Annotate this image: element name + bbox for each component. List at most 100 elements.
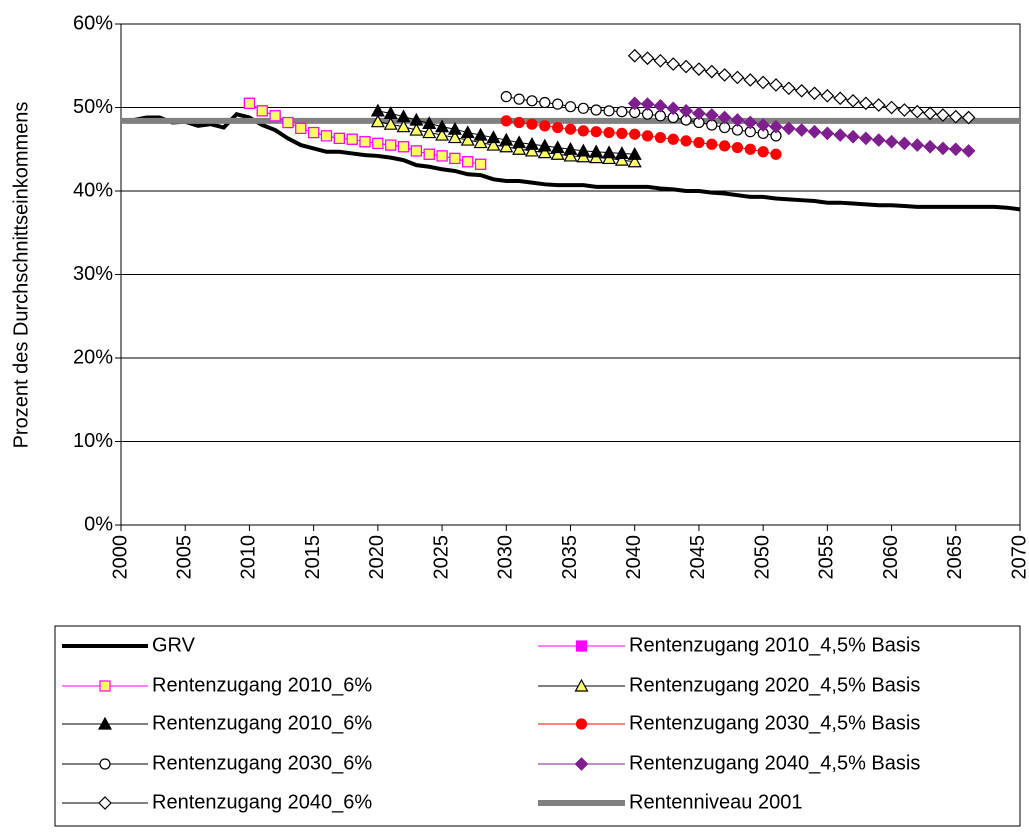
point xyxy=(577,102,589,114)
point xyxy=(563,141,578,155)
point xyxy=(743,73,758,87)
point xyxy=(500,91,512,103)
point xyxy=(833,91,848,106)
y-tick-label: 40% xyxy=(73,179,113,201)
point xyxy=(730,113,745,127)
point xyxy=(666,101,681,116)
x-tick-label: 2065 xyxy=(944,535,966,580)
point xyxy=(614,152,629,166)
point xyxy=(781,81,796,96)
point xyxy=(524,143,539,157)
legend-label: Rentenzugang 2030_6% xyxy=(152,752,372,774)
point xyxy=(282,116,294,129)
point xyxy=(397,141,410,153)
point xyxy=(667,133,679,145)
point xyxy=(666,57,681,71)
point xyxy=(589,144,604,158)
y-tick-label: 60% xyxy=(73,12,113,34)
legend-label: Rentenzugang 2010_6% xyxy=(152,674,372,696)
point xyxy=(756,75,770,90)
point xyxy=(447,121,462,135)
point xyxy=(537,138,552,152)
point xyxy=(897,103,912,117)
point xyxy=(717,68,732,82)
point xyxy=(383,116,398,130)
point xyxy=(640,97,655,112)
y-tick-label: 20% xyxy=(73,346,113,368)
point xyxy=(473,127,488,141)
y-tick-label: 0% xyxy=(84,513,113,535)
point xyxy=(564,123,577,135)
point xyxy=(243,97,256,109)
point xyxy=(550,147,565,160)
point xyxy=(486,130,501,144)
y-tick-label: 50% xyxy=(73,96,113,118)
point xyxy=(641,130,654,142)
point xyxy=(961,144,976,158)
point xyxy=(422,125,437,139)
legend-label: Rentenzugang 2010_4,5% Basis xyxy=(629,634,920,656)
y-axis-label: Prozent des Durchschnittseinkommens xyxy=(10,102,32,449)
point xyxy=(679,59,693,74)
legend-label: Rentenzugang 2030_4,5% Basis xyxy=(629,712,920,734)
legend-label: Rentenzugang 2040_6% xyxy=(152,791,372,813)
point xyxy=(410,145,422,157)
point xyxy=(423,148,435,160)
point xyxy=(614,146,629,160)
point xyxy=(602,145,617,159)
point xyxy=(576,143,591,157)
point xyxy=(577,125,589,137)
point xyxy=(436,150,448,162)
legend-marker xyxy=(97,716,113,730)
legend-marker xyxy=(98,796,112,810)
point xyxy=(603,126,615,139)
point xyxy=(435,127,450,141)
legend-label: Rentenzugang 2020_4,5% Basis xyxy=(629,674,920,696)
point xyxy=(936,141,950,156)
point xyxy=(512,135,527,149)
point xyxy=(512,141,527,155)
point xyxy=(923,139,937,154)
point xyxy=(627,48,642,63)
x-tick-label: 2025 xyxy=(430,535,452,580)
point xyxy=(680,135,692,147)
legend-label: Rentenzugang 2010_6% xyxy=(152,712,372,734)
y-tick-label: 10% xyxy=(73,430,113,452)
x-tick-label: 2010 xyxy=(238,535,260,580)
point xyxy=(884,134,899,149)
point xyxy=(629,128,641,140)
point xyxy=(603,105,615,117)
point xyxy=(409,122,424,136)
point xyxy=(627,154,642,168)
point xyxy=(744,143,756,155)
point xyxy=(256,105,268,117)
point xyxy=(409,112,424,126)
point xyxy=(460,125,475,139)
point xyxy=(526,118,538,130)
point xyxy=(475,158,487,170)
x-tick-label: 2020 xyxy=(366,535,388,580)
point xyxy=(846,93,860,108)
point xyxy=(564,101,577,113)
point xyxy=(846,129,860,144)
x-tick-label: 2030 xyxy=(495,535,517,580)
point xyxy=(422,116,437,129)
point xyxy=(910,104,925,119)
legend-marker xyxy=(99,680,111,692)
point xyxy=(447,130,462,144)
point xyxy=(513,93,525,105)
point xyxy=(884,100,899,115)
point xyxy=(936,108,950,122)
point xyxy=(923,106,937,121)
point xyxy=(513,116,525,129)
legend-marker xyxy=(574,757,589,771)
point xyxy=(719,140,731,152)
point xyxy=(537,145,552,159)
point xyxy=(704,64,719,79)
point xyxy=(499,139,514,153)
x-tick-label: 2005 xyxy=(173,535,195,580)
point xyxy=(308,126,320,139)
point xyxy=(320,130,333,142)
point xyxy=(770,148,782,160)
